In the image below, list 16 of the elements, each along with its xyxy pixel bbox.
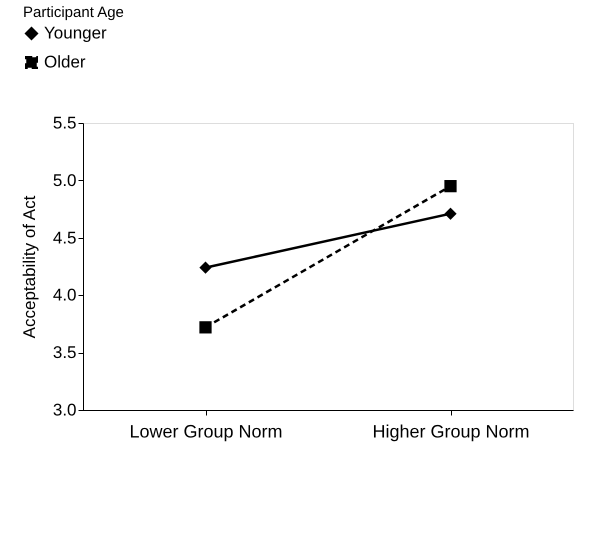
point xyxy=(199,321,212,334)
legend-title: Participant Age xyxy=(23,4,124,21)
x-tick-label: Lower Group Norm xyxy=(129,422,283,442)
point xyxy=(199,262,212,274)
legend-label: Older xyxy=(44,52,86,72)
y-tick-label: 3.5 xyxy=(52,343,76,362)
point xyxy=(444,208,457,220)
point xyxy=(444,180,457,192)
y-tick-label: 5.5 xyxy=(52,114,76,132)
y-axis-title: Acceptability of Act xyxy=(20,195,39,338)
legend-label: Younger xyxy=(44,24,108,42)
y-tick-label: 4.0 xyxy=(52,286,76,305)
y-tick-label: 5.0 xyxy=(52,170,76,190)
y-tick-label: 3.0 xyxy=(52,400,76,420)
x-tick-label: Higher Group Norm xyxy=(372,422,530,442)
y-tick-label: 4.5 xyxy=(52,228,76,248)
